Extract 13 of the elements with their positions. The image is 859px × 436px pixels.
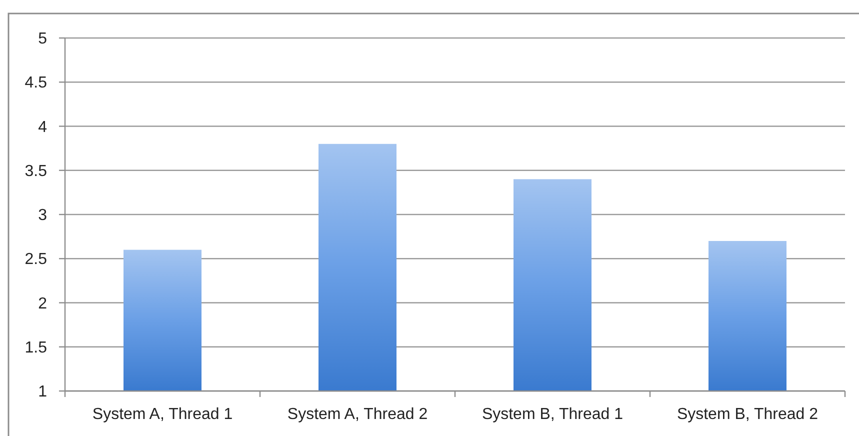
y-tick-label: 2 [38, 295, 48, 312]
y-tick-label: 1.5 [24, 339, 48, 356]
x-tick-label: System B, Thread 1 [482, 406, 624, 423]
x-tick-label: System A, Thread 1 [92, 406, 233, 423]
y-tick-label: 5 [38, 30, 48, 48]
y-tick-label: 1 [38, 384, 48, 401]
x-tick-label: System A, Thread 2 [287, 406, 428, 423]
y-tick-label: 2.5 [24, 251, 48, 268]
y-tick-label: 4 [38, 118, 48, 136]
y-tick-label: 3 [38, 207, 48, 224]
y-tick-label: 3.5 [24, 162, 48, 180]
y-tick-label: 4.5 [24, 74, 48, 92]
x-tick-label: System B, Thread 2 [676, 406, 818, 423]
